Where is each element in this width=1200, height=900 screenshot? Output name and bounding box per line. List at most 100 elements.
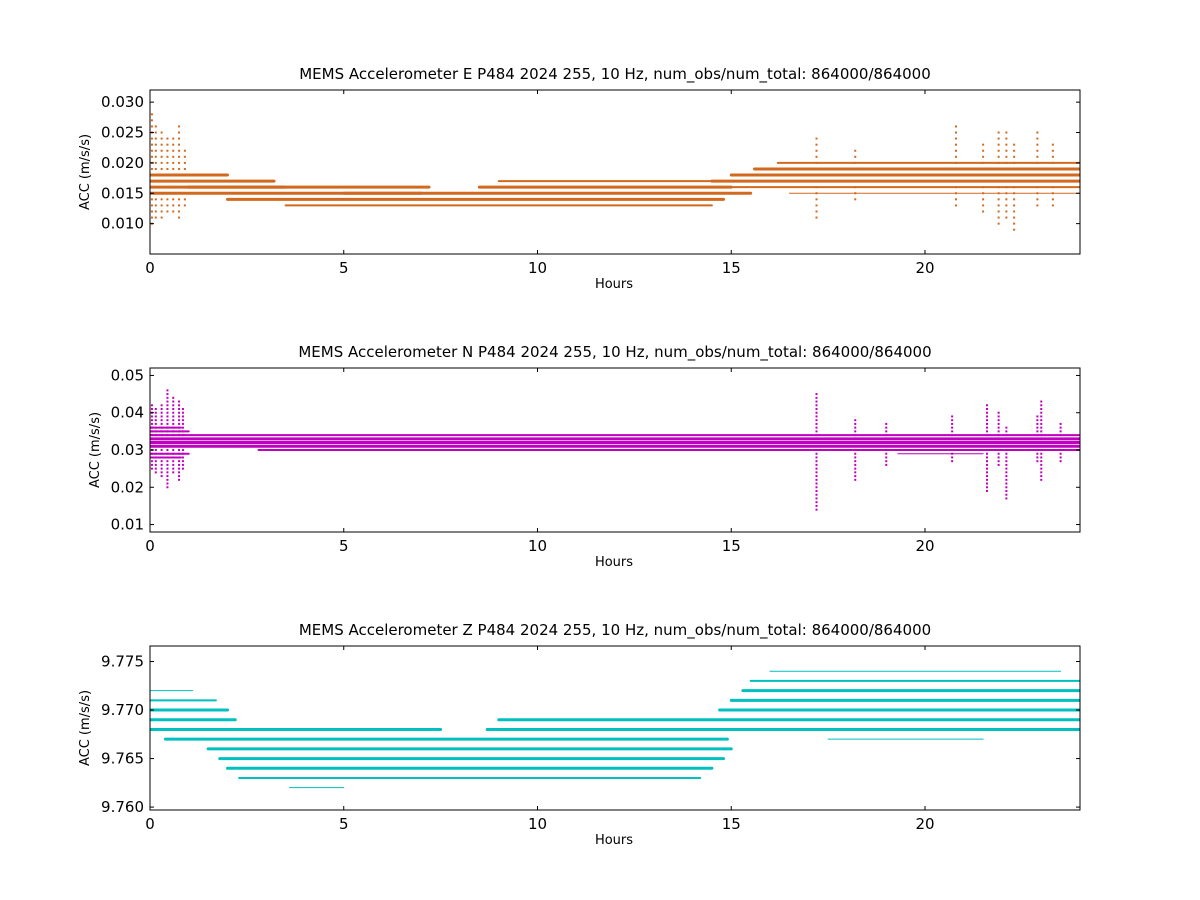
- data-point-n-5-11: [178, 437, 181, 440]
- data-point-n-12-14: [997, 411, 1000, 414]
- data-point-n-16-7: [1059, 434, 1062, 437]
- data-point-n-14-6: [1036, 437, 1039, 440]
- data-point-n-12-5: [997, 445, 1000, 448]
- data-point-n-3-25: [166, 393, 169, 396]
- data-point-n-13-2: [1005, 490, 1008, 492]
- data-point-n-15-19: [1040, 408, 1043, 410]
- plot-area-n: 0 5 10 15 20 0.01 0.02 0.03 0.04 0.05: [111, 366, 1081, 555]
- data-point-n-7-12: [815, 463, 818, 466]
- data-point-n-2-2: [160, 467, 163, 470]
- data-point-e-4-5: [172, 180, 175, 183]
- data-point-e-15-5: [1051, 174, 1054, 177]
- data-point-n-6-2: [181, 460, 184, 463]
- y-tick-label-z-3: 9.775: [101, 653, 144, 671]
- data-point-e-14-8: [1036, 155, 1039, 158]
- y-tick-label-n-0: 0.01: [111, 516, 144, 534]
- data-point-n-15-5: [1040, 460, 1043, 463]
- y-tick-label-e-0: 0.010: [101, 215, 144, 233]
- data-point-n-5-16: [178, 419, 181, 422]
- x-tick-label-n-1: 5: [339, 537, 349, 555]
- data-point-e-11-10: [997, 161, 1000, 164]
- data-point-e-14-1: [1036, 198, 1039, 201]
- data-point-e-0-17: [150, 119, 153, 122]
- data-point-e-0-3: [150, 204, 153, 207]
- data-marks-e: [150, 113, 1080, 231]
- data-point-e-14-9: [1036, 149, 1039, 152]
- data-point-n-12-1: [997, 460, 1000, 463]
- data-point-e-6-6: [183, 167, 186, 170]
- data-point-e-11-6: [997, 186, 1000, 189]
- data-point-n-2-16: [160, 415, 163, 418]
- data-point-n-6-4: [181, 452, 184, 455]
- axes-frame-z: [149, 645, 1081, 811]
- data-point-e-13-9: [1013, 174, 1016, 177]
- data-point-n-5-9: [178, 445, 181, 448]
- data-point-e-11-15: [997, 131, 1000, 134]
- data-point-n-8-8: [854, 449, 857, 451]
- data-point-n-4-11: [172, 430, 175, 433]
- data-point-n-6-0: [181, 467, 184, 470]
- data-point-e-4-12: [172, 137, 175, 140]
- data-point-n-13-4: [1005, 482, 1008, 485]
- data-point-e-0-16: [150, 125, 153, 128]
- x-axis-label-e: Hours: [595, 277, 633, 292]
- data-point-e-8-4: [854, 174, 857, 177]
- data-point-n-0-9: [150, 434, 153, 437]
- data-point-e-10-0: [982, 210, 985, 213]
- data-point-e-2-3: [160, 198, 163, 201]
- data-point-n-11-21: [986, 411, 988, 414]
- data-point-n-2-12: [160, 430, 163, 433]
- data-point-n-15-13: [1040, 430, 1043, 433]
- data-point-e-5-15: [178, 125, 181, 128]
- data-point-n-1-6: [154, 449, 157, 451]
- data-point-e-15-1: [1051, 198, 1054, 201]
- data-point-n-12-8: [997, 434, 1000, 437]
- x-tick-label-n-4: 20: [915, 537, 934, 555]
- data-point-e-4-2: [172, 198, 175, 201]
- y-tick-label-z-0: 9.760: [101, 798, 144, 816]
- data-point-n-8-3: [854, 467, 857, 470]
- data-point-n-11-14: [986, 437, 988, 440]
- data-point-e-12-0: [1005, 216, 1008, 219]
- data-point-n-9-11: [885, 422, 888, 425]
- data-point-n-15-7: [1040, 452, 1043, 455]
- data-point-e-4-8: [172, 161, 175, 164]
- data-point-e-1-7: [154, 174, 157, 177]
- data-point-n-8-11: [854, 437, 857, 440]
- data-point-n-8-14: [854, 426, 857, 429]
- data-point-e-8-3: [854, 180, 857, 183]
- data-point-e-12-4: [1005, 192, 1008, 195]
- data-point-e-10-8: [982, 161, 985, 164]
- data-point-n-5-4: [178, 463, 181, 466]
- data-point-e-1-14: [154, 131, 157, 134]
- data-point-e-0-9: [150, 167, 153, 170]
- data-point-n-13-0: [1005, 497, 1008, 500]
- chart-title-e: MEMS Accelerometer E P484 2024 255, 10 H…: [299, 65, 931, 84]
- data-point-n-2-6: [160, 452, 163, 455]
- data-point-n-5-13: [178, 430, 181, 433]
- data-point-n-7-9: [815, 475, 818, 478]
- data-point-n-13-14: [1005, 445, 1008, 448]
- chart-title-z: MEMS Accelerometer Z P484 2024 255, 10 H…: [299, 621, 931, 640]
- data-point-n-0-14: [150, 415, 153, 418]
- y-tick-label-n-4: 0.05: [111, 366, 144, 384]
- data-point-e-12-10: [1005, 155, 1008, 158]
- data-point-n-14-12: [1036, 415, 1039, 418]
- data-point-e-5-2: [178, 204, 181, 207]
- data-point-e-3-6: [166, 174, 169, 177]
- data-point-n-7-10: [815, 471, 818, 474]
- data-point-e-12-2: [1005, 204, 1008, 207]
- data-point-n-3-19: [166, 415, 169, 418]
- data-point-n-4-5: [172, 452, 175, 455]
- data-point-n-2-8: [160, 445, 163, 448]
- x-tick-label-z-2: 10: [528, 815, 547, 833]
- data-point-e-9-8: [955, 155, 957, 158]
- data-point-n-14-0: [1036, 460, 1039, 463]
- data-point-n-16-0: [1059, 460, 1062, 463]
- data-point-n-0-6: [150, 445, 153, 448]
- data-point-n-0-1: [150, 463, 153, 466]
- data-point-e-6-5: [183, 174, 186, 177]
- data-point-n-10-7: [951, 434, 954, 437]
- data-point-e-14-7: [1036, 161, 1039, 164]
- data-point-n-9-2: [885, 456, 888, 459]
